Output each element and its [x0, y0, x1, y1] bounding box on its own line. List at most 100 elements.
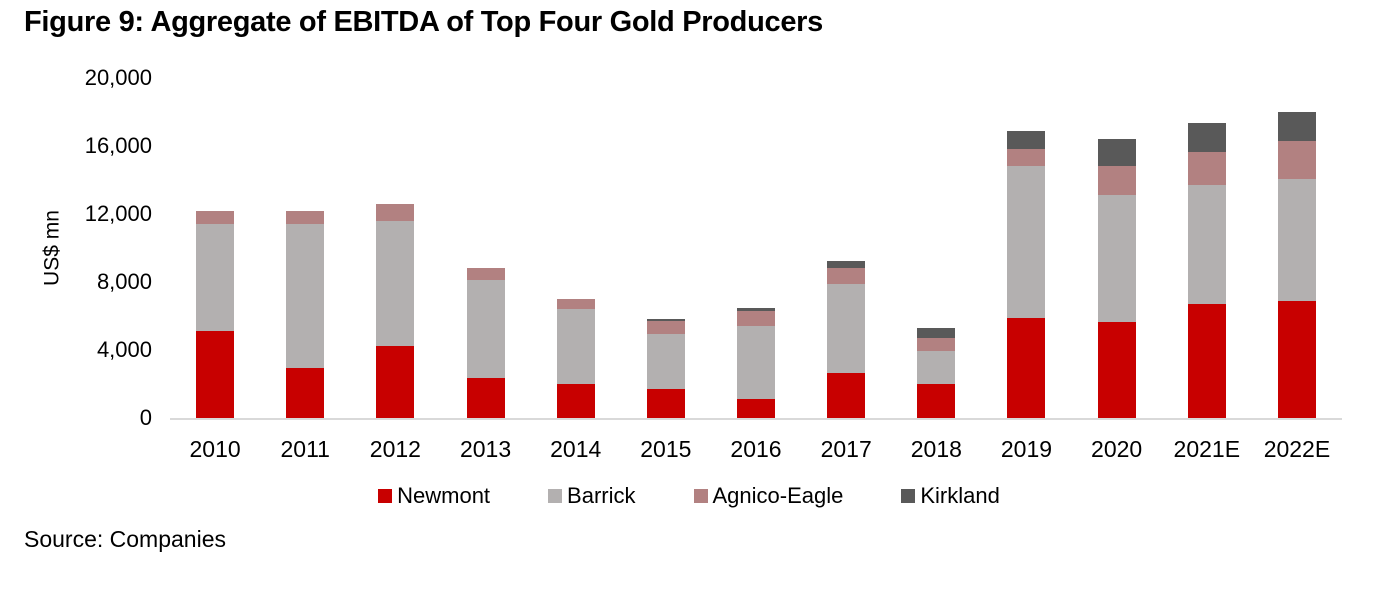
segment-kirkland-2018 [917, 327, 956, 339]
x-label-2018: 2018 [910, 436, 962, 462]
segment-kirkland-2019 [1007, 130, 1046, 149]
stacked-bar-2011 [286, 210, 325, 418]
segment-newmont-2018 [917, 384, 956, 418]
segment-newmont-2013 [466, 378, 505, 418]
bar-slot-2011 [260, 78, 350, 418]
stacked-bar-2021E [1187, 123, 1226, 418]
stacked-bar-2016 [737, 307, 776, 418]
x-label-2015: 2015 [640, 436, 692, 462]
segment-agnico-eagle-2016 [737, 310, 776, 327]
legend-label-newmont: Newmont [397, 483, 491, 508]
segment-agnico-eagle-2011 [286, 210, 325, 225]
legend-item-barrick: Barrick [548, 483, 636, 509]
stacked-bar-2022E [1277, 112, 1316, 418]
bar-slot-2015 [621, 78, 711, 418]
segment-kirkland-2020 [1097, 139, 1136, 167]
segment-agnico-eagle-2013 [466, 267, 505, 281]
segment-barrick-2013 [466, 280, 505, 379]
legend: Newmont Barrick Agnico-Eagle Kirkland [0, 483, 1378, 509]
segment-newmont-2021e [1187, 304, 1226, 418]
stacked-bar-2020 [1097, 139, 1136, 418]
legend-label-agnico-eagle: Agnico-Eagle [712, 483, 844, 508]
x-label-2013: 2013 [459, 436, 512, 462]
legend-swatch-icon-newmont [378, 489, 393, 503]
segment-newmont-2017 [827, 372, 866, 418]
bar-slot-2019 [981, 78, 1071, 418]
segment-agnico-eagle-2018 [917, 338, 956, 351]
segment-kirkland-2016 [737, 307, 776, 311]
stacked-bar-2012 [376, 203, 415, 418]
stacked-bar-2017 [827, 260, 866, 418]
source-note: Source: Companies [24, 526, 226, 552]
segment-agnico-eagle-2020 [1097, 166, 1136, 195]
stacked-bar-2010 [196, 211, 235, 418]
bar-slot-2012 [350, 78, 440, 418]
segment-agnico-eagle-2014 [556, 299, 595, 310]
segment-newmont-2019 [1007, 317, 1046, 418]
y-tick-16000: 16,000 [84, 133, 152, 158]
segment-kirkland-2015 [646, 318, 685, 322]
legend-item-kirkland: Kirkland [901, 483, 1000, 509]
segment-agnico-eagle-2017 [827, 268, 866, 284]
legend-item-agnico-eagle: Agnico-Eagle [693, 483, 844, 509]
x-label-2012: 2012 [369, 436, 421, 462]
x-label-2020: 2020 [1091, 436, 1143, 462]
stacked-bar-2019 [1007, 130, 1046, 418]
segment-barrick-2019 [1007, 165, 1046, 318]
x-label-2010: 2010 [189, 436, 241, 462]
segment-barrick-2015 [646, 333, 685, 390]
x-label-2016: 2016 [730, 436, 782, 462]
x-label-2011: 2011 [280, 436, 330, 462]
x-label-2019: 2019 [1000, 436, 1053, 462]
bar-slot-2022E [1252, 78, 1342, 418]
segment-kirkland-2017 [827, 260, 866, 269]
segment-barrick-2018 [917, 350, 956, 384]
bar-slot-2014 [531, 78, 621, 418]
legend-item-newmont: Newmont [378, 483, 490, 509]
legend-swatch-icon-agnico-eagle [693, 489, 708, 503]
segment-barrick-2014 [556, 309, 595, 384]
stacked-bar-2013 [466, 267, 505, 418]
segment-agnico-eagle-2015 [646, 321, 685, 334]
stacked-bar-2014 [556, 299, 595, 418]
x-label-2022e: 2022E [1263, 436, 1331, 462]
x-label-2017: 2017 [820, 436, 872, 462]
segment-barrick-2022e [1277, 179, 1316, 301]
segment-newmont-2022e [1277, 300, 1316, 418]
segment-agnico-eagle-2022e [1277, 140, 1316, 180]
segment-agnico-eagle-2010 [196, 211, 235, 225]
legend-swatch-icon-barrick [548, 489, 563, 503]
legend-label-barrick: Barrick [567, 483, 636, 508]
segment-barrick-2021e [1187, 185, 1226, 305]
y-tick-12000: 12,000 [84, 201, 152, 226]
segment-agnico-eagle-2019 [1007, 148, 1046, 166]
segment-newmont-2020 [1097, 322, 1136, 418]
bar-slot-2020 [1072, 78, 1162, 418]
segment-newmont-2012 [376, 345, 415, 418]
segment-barrick-2020 [1097, 194, 1136, 322]
segment-barrick-2016 [737, 326, 776, 400]
bar-slot-2021E [1162, 78, 1252, 418]
segment-newmont-2010 [196, 330, 235, 418]
chart-title: Figure 9: Aggregate of EBITDA of Top Fou… [24, 6, 823, 38]
legend-swatch-icon-kirkland [901, 489, 916, 503]
y-tick-20000: 20,000 [84, 65, 152, 90]
segment-newmont-2015 [646, 389, 685, 418]
segment-kirkland-2021e [1187, 123, 1226, 153]
plot-area [170, 78, 1342, 420]
segment-barrick-2017 [827, 283, 866, 373]
bar-slot-2016 [711, 78, 801, 418]
segment-barrick-2010 [196, 224, 235, 331]
y-axis-ticks: 20,000 16,000 12,000 8,000 4,000 0 [0, 65, 152, 430]
segment-barrick-2012 [376, 220, 415, 346]
legend-label-kirkland: Kirkland [920, 483, 1000, 508]
segment-newmont-2014 [556, 384, 595, 418]
stacked-bar-2015 [646, 318, 685, 418]
x-label-2014: 2014 [550, 436, 602, 462]
segment-kirkland-2022e [1277, 112, 1316, 141]
x-axis-labels: 2010 2011 2012 2013 2014 2015 2016 2017 2018 2019… [170, 436, 1342, 463]
bar-slot-2013 [440, 78, 530, 418]
segment-agnico-eagle-2012 [376, 203, 415, 221]
y-tick-8000: 8,000 [96, 269, 152, 294]
